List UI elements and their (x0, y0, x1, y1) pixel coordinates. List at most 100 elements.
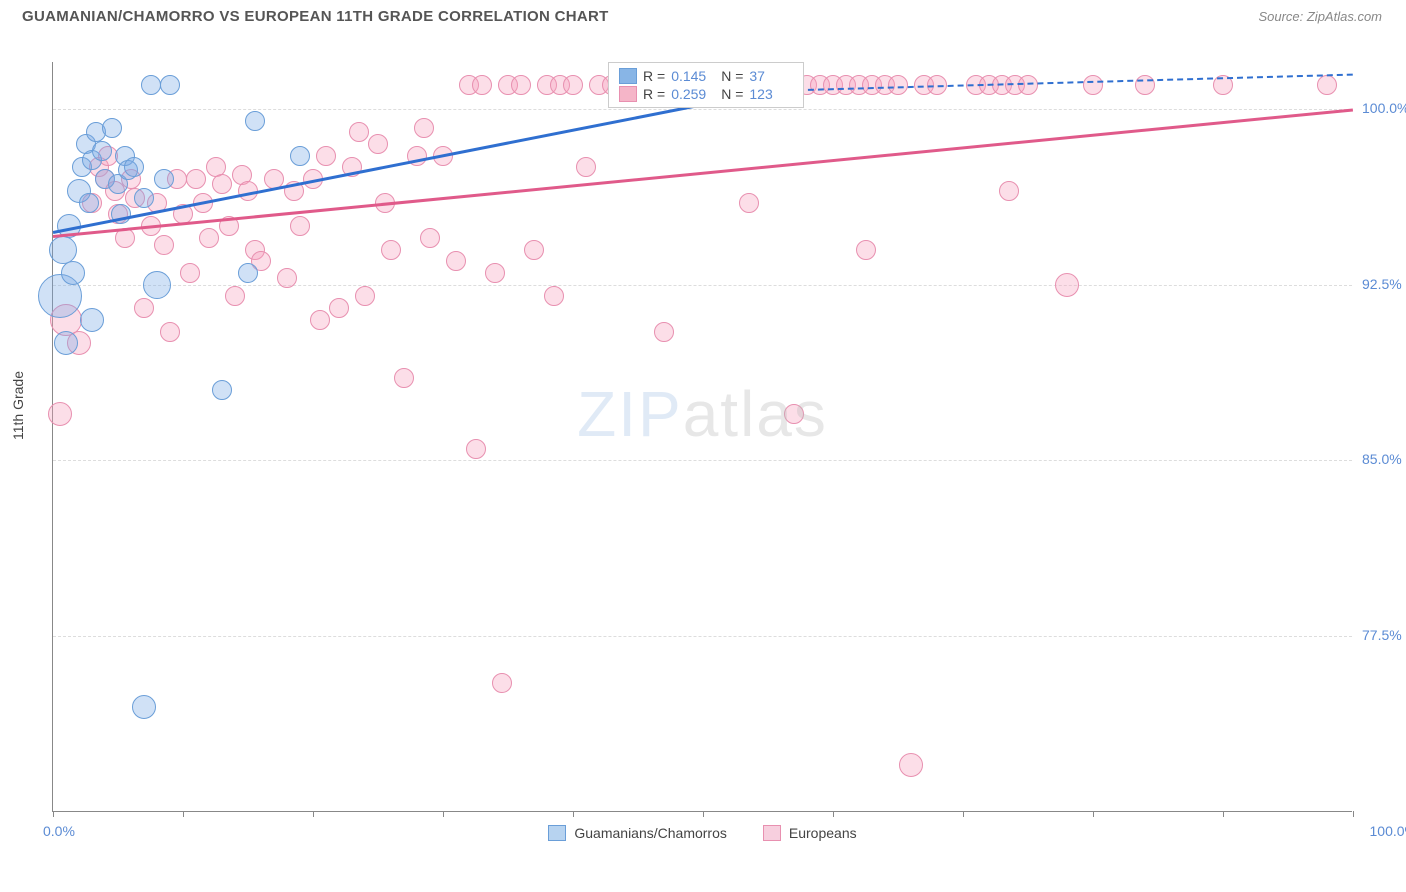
data-point (154, 235, 174, 255)
data-point (420, 228, 440, 248)
data-point (290, 216, 310, 236)
legend-r-value: 0.145 (671, 68, 715, 84)
grid-line (53, 636, 1352, 637)
data-point (160, 322, 180, 342)
data-point (154, 169, 174, 189)
data-point (277, 268, 297, 288)
legend-stats-box: R = 0.145 N = 37R = 0.259 N = 123 (608, 62, 804, 108)
x-tick (53, 811, 54, 817)
legend-row: R =0.145N =37 (619, 67, 793, 85)
data-point (134, 298, 154, 318)
legend-label: Europeans (789, 825, 857, 841)
chart-title: GUAMANIAN/CHAMORRO VS EUROPEAN 11TH GRAD… (22, 8, 609, 25)
data-point (80, 308, 104, 332)
x-tick (1353, 811, 1354, 817)
y-axis-label: 11th Grade (10, 371, 26, 440)
data-point (856, 240, 876, 260)
data-point (48, 402, 72, 426)
data-point (368, 134, 388, 154)
data-point (563, 75, 583, 95)
data-point (414, 118, 434, 138)
x-tick (183, 811, 184, 817)
data-point (394, 368, 414, 388)
y-tick-label: 85.0% (1362, 451, 1406, 467)
data-point (316, 146, 336, 166)
data-point (245, 111, 265, 131)
legend-r-value: 0.259 (671, 86, 715, 102)
legend-label: Guamanians/Chamorros (574, 825, 727, 841)
data-point (485, 263, 505, 283)
legend-swatch (548, 825, 566, 841)
data-point (544, 286, 564, 306)
legend-n-label: N = (721, 68, 743, 84)
x-tick (703, 811, 704, 817)
grid-line (53, 109, 1352, 110)
data-point (132, 695, 156, 719)
data-point (102, 118, 122, 138)
data-point (492, 673, 512, 693)
data-point (143, 271, 171, 299)
y-tick-label: 100.0% (1362, 100, 1406, 116)
legend-row: R = 0.259 N = 123 (619, 85, 793, 103)
grid-line (53, 460, 1352, 461)
data-point (1317, 75, 1337, 95)
data-point (225, 286, 245, 306)
x-tick (1223, 811, 1224, 817)
data-point (92, 141, 112, 161)
legend-swatch (619, 68, 637, 84)
data-point (160, 75, 180, 95)
legend-swatch (619, 86, 637, 102)
x-tick (313, 811, 314, 817)
x-tick (443, 811, 444, 817)
data-point (61, 261, 85, 285)
y-tick-label: 92.5% (1362, 276, 1406, 292)
legend-n-label: N = (721, 86, 743, 102)
data-point (212, 380, 232, 400)
x-tick-label: 100.0% (1370, 823, 1406, 839)
chart-plot-area: 100.0%92.5%85.0%77.5%0.0%100.0%ZIPatlasR… (52, 62, 1352, 812)
data-point (54, 331, 78, 355)
x-tick (833, 811, 834, 817)
data-point (180, 263, 200, 283)
data-point (739, 193, 759, 213)
data-point (511, 75, 531, 95)
legend-r-label: R = (643, 86, 665, 102)
data-point (472, 75, 492, 95)
source-label: Source: ZipAtlas.com (1258, 9, 1382, 24)
data-point (1055, 273, 1079, 297)
data-point (1083, 75, 1103, 95)
data-point (124, 157, 144, 177)
data-point (899, 753, 923, 777)
data-point (355, 286, 375, 306)
data-point (576, 157, 596, 177)
data-point (199, 228, 219, 248)
data-point (1018, 75, 1038, 95)
data-point (524, 240, 544, 260)
data-point (466, 439, 486, 459)
data-point (141, 75, 161, 95)
data-point (290, 146, 310, 166)
bottom-legend: Guamanians/Chamorros Europeans (53, 825, 1352, 841)
trend-line (53, 90, 768, 233)
data-point (999, 181, 1019, 201)
data-point (186, 169, 206, 189)
data-point (310, 310, 330, 330)
data-point (654, 322, 674, 342)
x-tick (573, 811, 574, 817)
grid-line (53, 285, 1352, 286)
x-tick (963, 811, 964, 817)
legend-item: Europeans (763, 825, 857, 841)
x-tick (1093, 811, 1094, 817)
data-point (381, 240, 401, 260)
data-point (238, 263, 258, 283)
legend-item: Guamanians/Chamorros (548, 825, 727, 841)
legend-n-value: 123 (749, 86, 793, 102)
y-tick-label: 77.5% (1362, 627, 1406, 643)
data-point (212, 174, 232, 194)
data-point (49, 236, 77, 264)
data-point (134, 188, 154, 208)
data-point (446, 251, 466, 271)
data-point (349, 122, 369, 142)
legend-swatch (763, 825, 781, 841)
legend-n-value: 37 (749, 68, 793, 84)
